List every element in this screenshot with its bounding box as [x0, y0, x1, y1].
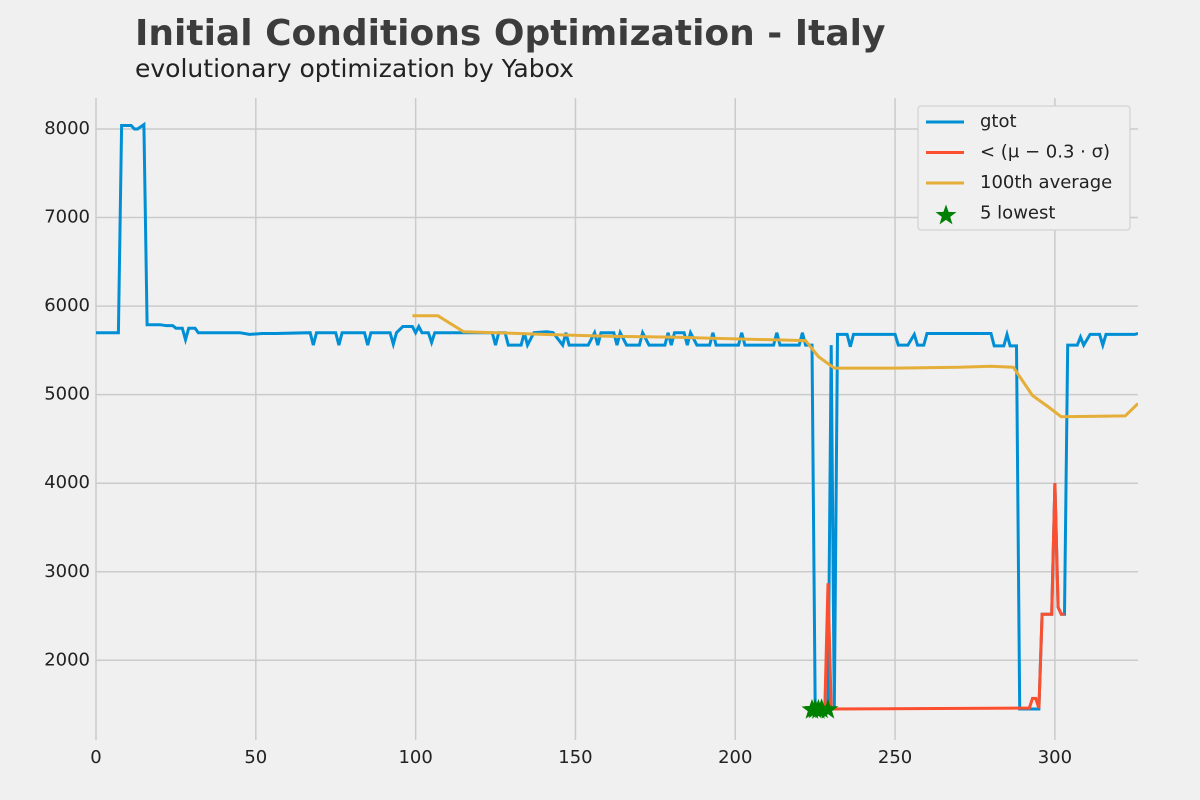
y-tick-label: 8000 [44, 118, 90, 139]
legend-label: gtot [980, 111, 1017, 132]
series-line [412, 314, 1138, 419]
legend-label: 100th average [980, 172, 1112, 193]
star-marker [817, 698, 839, 719]
x-tick-label: 250 [878, 747, 912, 768]
y-tick-label: 3000 [44, 561, 90, 582]
y-tick-label: 4000 [44, 472, 90, 493]
legend-box [917, 105, 1131, 231]
x-tick-label: 150 [558, 747, 592, 768]
series-line [96, 121, 1138, 711]
x-tick-label: 0 [90, 747, 101, 768]
y-tick-label: 7000 [44, 207, 90, 228]
y-tick-label: 2000 [44, 649, 90, 670]
legend-label: 5 lowest [980, 203, 1055, 224]
chart-subtitle: evolutionary optimization by Yabox [135, 54, 574, 83]
y-tick-label: 6000 [44, 295, 90, 316]
x-tick-label: 300 [1038, 747, 1072, 768]
x-tick-label: 50 [244, 747, 267, 768]
chart-title: Initial Conditions Optimization - Italy [135, 13, 885, 54]
x-tick-label: 100 [398, 747, 432, 768]
legend-marker [935, 204, 957, 225]
x-tick-label: 200 [718, 747, 752, 768]
y-tick-label: 5000 [44, 384, 90, 405]
legend-label: < (μ − 0.3 · σ) [980, 142, 1110, 163]
